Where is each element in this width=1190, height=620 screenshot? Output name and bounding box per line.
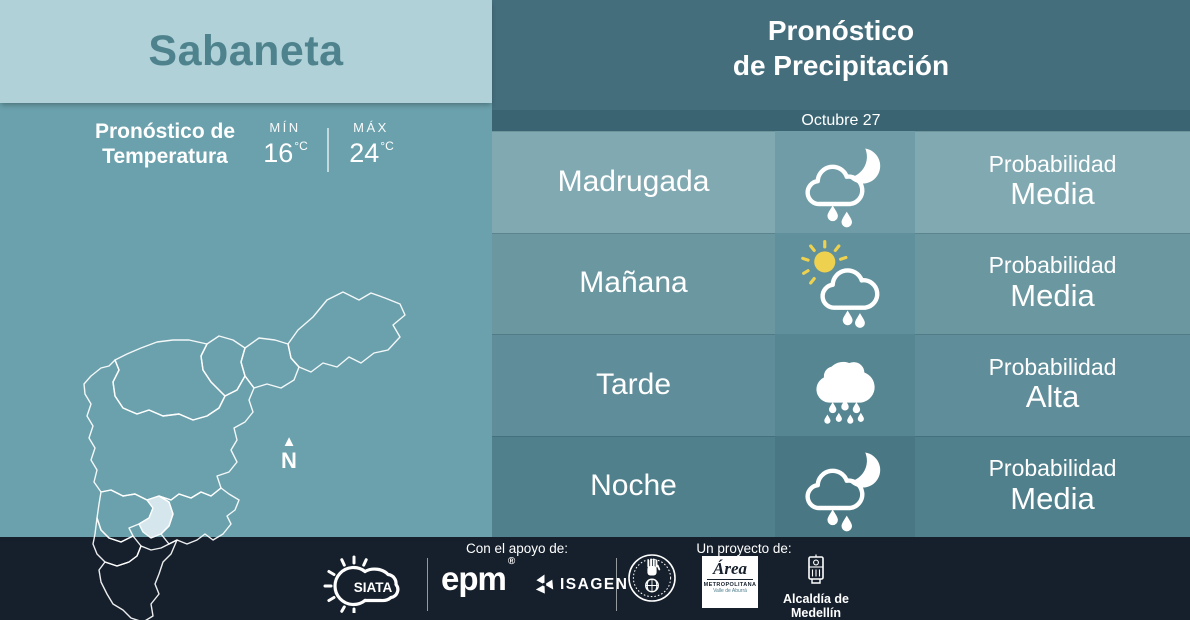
forecast-rows: Madrugada Probabilidad Media Mañana [492, 131, 1190, 537]
map-region [98, 539, 178, 620]
alcaldia-medellin-logo: Alcaldía de Medellín [762, 551, 870, 620]
precipitation-header: Pronóstico de Precipitación [492, 0, 1190, 110]
forecast-row-noche: Noche Probabilidad Media [492, 435, 1190, 537]
map-region [83, 359, 255, 501]
north-arrow-icon: ▲ [281, 433, 297, 450]
municipality-map [83, 291, 406, 620]
period-label: Noche [590, 469, 677, 503]
probability-cell: Probabilidad Media [988, 455, 1117, 516]
footer-divider [616, 558, 617, 611]
moon-cloud-rain-icon [801, 148, 881, 228]
isagen-logo: ISAGEN [534, 574, 628, 595]
cloud-heavy-rain-icon [816, 361, 875, 424]
map-region [112, 339, 226, 421]
min-temperature: MÍN 16°C [263, 120, 308, 168]
probability-cell: Probabilidad Alta [988, 353, 1117, 415]
medellin-seal-icon [627, 553, 677, 603]
epm-logo: epm ® [441, 556, 516, 597]
min-max-divider [327, 128, 330, 172]
forecast-row-manana: Mañana [492, 232, 1190, 334]
city-title: Sabaneta [148, 27, 344, 75]
probability-cell: Probabilidad Media [988, 150, 1117, 212]
map-region-sabaneta-highlight [138, 495, 174, 539]
temperature-panel: Pronóstico de Temperatura MÍN 16°C MÁX 2… [0, 103, 492, 620]
footer-divider [427, 558, 428, 611]
precipitation-title-line1: Pronóstico [767, 15, 915, 46]
alcaldia-crest-icon [808, 554, 824, 584]
project-label: Un proyecto de: [696, 541, 792, 556]
siata-logo: SIATA [321, 555, 423, 613]
temperature-title: Pronóstico de Temperatura [94, 120, 236, 168]
precipitation-title-line2: de Precipitación [732, 50, 950, 81]
map-region [158, 487, 240, 545]
footer-bar: Con el apoyo de: Un proyecto de: SIATA [0, 537, 1190, 620]
city-header: Sabaneta [0, 0, 492, 103]
period-label: Madrugada [557, 164, 710, 198]
map-region [287, 291, 406, 373]
north-compass: ▲ N [269, 434, 309, 472]
svg-text:SIATA: SIATA [354, 580, 393, 595]
support-label: Con el apoyo de: [465, 541, 569, 556]
area-metropolitana-logo: Área METROPOLITANA Valle de Aburrá [702, 556, 758, 608]
probability-cell: Probabilidad Media [988, 252, 1117, 313]
temperature-forecast-header: Pronóstico de Temperatura MÍN 16°C MÁX 2… [0, 119, 492, 172]
forecast-row-tarde: Tarde [492, 334, 1190, 436]
sun-cloud-rain-icon [801, 240, 889, 329]
forecast-date: Octubre 27 [492, 110, 1190, 131]
period-label: Tarde [595, 367, 672, 401]
min-max-block: MÍN 16°C MÁX 24°C [259, 120, 397, 172]
forecast-row-madrugada: Madrugada Probabilidad Media [492, 131, 1190, 233]
isagen-pinwheel-icon [535, 574, 554, 594]
precipitation-panel: Pronóstico de Precipitación Octubre 27 M… [492, 0, 1190, 537]
moon-cloud-rain-icon [801, 452, 881, 532]
max-temperature: MÁX 24°C [349, 120, 394, 168]
period-label: Mañana [579, 266, 688, 300]
map-region [240, 337, 300, 389]
